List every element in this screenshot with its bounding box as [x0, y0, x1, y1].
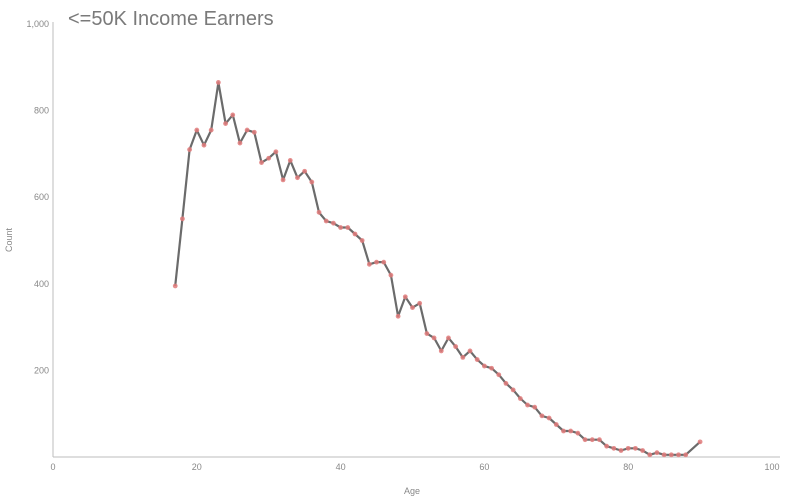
data-point[interactable] — [302, 168, 308, 174]
data-point[interactable] — [331, 220, 336, 226]
data-point[interactable] — [223, 121, 228, 126]
data-point[interactable] — [352, 231, 358, 237]
data-point[interactable] — [546, 415, 552, 421]
data-point[interactable] — [525, 402, 530, 408]
data-point[interactable] — [647, 452, 653, 458]
data-point[interactable] — [568, 428, 574, 434]
data-point[interactable] — [309, 179, 315, 185]
data-point[interactable] — [668, 452, 674, 458]
data-point[interactable] — [338, 225, 343, 230]
data-point[interactable] — [482, 363, 487, 369]
data-point[interactable] — [287, 157, 293, 163]
data-point[interactable] — [640, 448, 645, 453]
data-point[interactable] — [244, 127, 250, 133]
data-point[interactable] — [266, 155, 272, 161]
data-point[interactable] — [446, 335, 451, 341]
data-point[interactable] — [697, 439, 703, 445]
data-point[interactable] — [402, 294, 408, 300]
data-point[interactable] — [388, 272, 394, 278]
x-tick-label: 0 — [50, 462, 55, 472]
data-point[interactable] — [431, 335, 437, 341]
y-tick-label: 1,000 — [26, 19, 49, 29]
data-point[interactable] — [532, 404, 538, 410]
data-point[interactable] — [438, 348, 444, 354]
data-point[interactable] — [496, 372, 502, 378]
data-point[interactable] — [395, 313, 401, 319]
data-point[interactable] — [582, 437, 588, 443]
y-axis-label: Count — [4, 228, 14, 253]
data-point[interactable] — [597, 437, 602, 443]
data-point[interactable] — [230, 112, 236, 118]
x-tick-label: 60 — [479, 462, 489, 472]
data-point[interactable] — [676, 452, 681, 458]
data-point[interactable] — [201, 142, 207, 148]
data-point[interactable] — [661, 452, 667, 458]
data-point[interactable] — [561, 428, 566, 434]
data-point[interactable] — [280, 177, 286, 183]
data-point[interactable] — [215, 80, 221, 85]
data-point[interactable] — [625, 445, 631, 451]
data-point[interactable] — [187, 147, 193, 152]
data-point[interactable] — [323, 218, 329, 224]
y-tick-label: 400 — [34, 279, 49, 289]
y-tick-label: 800 — [34, 106, 49, 116]
data-point[interactable] — [251, 129, 257, 135]
data-point[interactable] — [208, 127, 214, 133]
y-tick-label: 200 — [34, 365, 49, 375]
data-point[interactable] — [381, 259, 387, 265]
data-point[interactable] — [345, 225, 351, 230]
data-point[interactable] — [194, 127, 200, 133]
data-point[interactable] — [374, 259, 379, 265]
y-tick-label: 600 — [34, 192, 49, 202]
data-point[interactable] — [489, 365, 494, 371]
data-point[interactable] — [654, 450, 660, 456]
data-point[interactable] — [575, 430, 581, 436]
data-point[interactable] — [604, 443, 610, 449]
data-point[interactable] — [474, 357, 480, 362]
data-point[interactable] — [503, 380, 509, 386]
data-point[interactable] — [589, 437, 595, 443]
x-tick-label: 100 — [764, 462, 779, 472]
data-point[interactable] — [417, 300, 423, 306]
data-point[interactable] — [172, 283, 178, 289]
data-point[interactable] — [683, 452, 689, 458]
data-point[interactable] — [632, 445, 638, 451]
data-point[interactable] — [180, 216, 185, 222]
series-line — [174, 81, 701, 456]
x-tick-label: 80 — [623, 462, 633, 472]
data-point[interactable] — [618, 448, 624, 453]
x-tick-label: 40 — [336, 462, 346, 472]
data-point[interactable] — [539, 413, 545, 419]
data-point[interactable] — [410, 305, 415, 311]
data-point[interactable] — [460, 355, 466, 360]
data-point[interactable] — [273, 149, 279, 155]
data-point[interactable] — [366, 261, 372, 267]
data-point[interactable] — [517, 396, 523, 401]
data-point[interactable] — [553, 422, 559, 427]
data-point[interactable] — [259, 160, 264, 165]
data-point[interactable] — [316, 209, 322, 215]
data-point[interactable] — [453, 344, 459, 349]
data-point[interactable] — [359, 238, 365, 243]
data-point[interactable] — [295, 175, 300, 181]
x-tick-label: 20 — [192, 462, 202, 472]
chart-title: <=50K Income Earners — [68, 8, 274, 30]
data-point[interactable] — [467, 348, 473, 354]
data-point[interactable] — [424, 331, 430, 336]
data-point[interactable] — [237, 140, 243, 146]
data-point[interactable] — [611, 445, 617, 451]
data-point[interactable] — [510, 387, 516, 393]
x-axis-label: Age — [404, 486, 420, 496]
